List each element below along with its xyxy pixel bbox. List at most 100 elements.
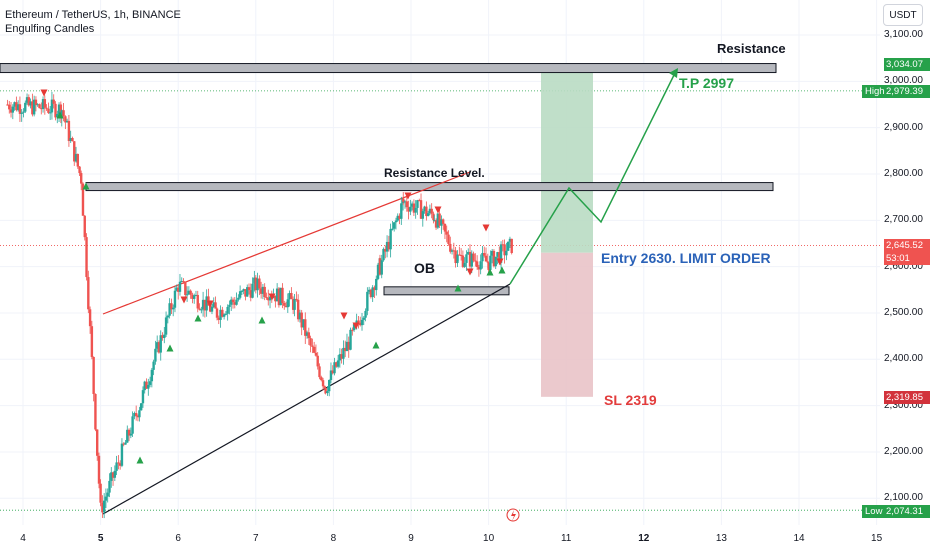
indicator-label[interactable]: Engulfing Candles <box>5 23 95 35</box>
candle-body <box>189 290 192 295</box>
candle-body <box>378 258 382 275</box>
candle-body <box>47 108 50 113</box>
candle-body <box>373 287 376 291</box>
candle-body <box>486 261 489 263</box>
price-tick-label: 2,100.00 <box>884 492 923 504</box>
bearish-engulf-marker <box>482 224 490 232</box>
time-tick-label: 7 <box>253 533 259 544</box>
candle-body <box>402 198 405 202</box>
candle-body <box>200 309 203 311</box>
candle-body <box>418 200 421 202</box>
candle-body <box>501 244 505 246</box>
candle-body <box>251 283 254 298</box>
candle-body <box>120 443 124 466</box>
projection-path <box>506 68 678 522</box>
engulfing-markers <box>40 89 506 464</box>
candle-body <box>106 492 109 497</box>
candle-body <box>367 289 371 292</box>
candle-body <box>170 303 173 310</box>
price-tick-label: 2,800.00 <box>884 167 923 179</box>
candle-body <box>178 281 182 292</box>
candle-body <box>145 381 148 389</box>
candle-body <box>139 403 143 411</box>
candle-body <box>62 110 65 117</box>
candle-body <box>126 429 129 443</box>
time-tick-label: 12 <box>638 533 650 544</box>
candle-body <box>60 110 63 119</box>
candle-body <box>90 326 94 357</box>
price-tick-label: 2,500.00 <box>884 306 923 318</box>
candle-body <box>217 317 220 320</box>
candle-body <box>432 213 435 221</box>
candle-body <box>231 299 235 303</box>
candle-body <box>168 303 171 316</box>
candle-body <box>312 346 316 353</box>
projection-line <box>509 70 677 285</box>
bearish-engulf-marker <box>434 206 442 214</box>
bullish-engulf-marker <box>486 268 494 276</box>
candle-body <box>38 104 41 109</box>
candle-body <box>96 429 99 456</box>
candle-body <box>138 410 141 418</box>
candle-body <box>329 370 333 381</box>
candle-body <box>22 111 25 113</box>
candle-body <box>155 342 159 349</box>
price-tick-label: 2,900.00 <box>884 121 923 133</box>
candle-body <box>338 354 342 361</box>
candle-body <box>290 292 293 300</box>
candle-body <box>71 138 74 142</box>
candle-body <box>436 213 440 228</box>
candle-body <box>384 248 387 252</box>
candle-body <box>489 255 492 270</box>
candle-body <box>291 299 295 310</box>
candle-body <box>74 153 78 162</box>
candle-body <box>483 253 486 256</box>
time-tick-label: 6 <box>175 533 181 544</box>
candle-body <box>440 219 443 226</box>
candle-body <box>193 295 196 299</box>
candle-body <box>503 244 506 256</box>
time-tick-label: 9 <box>408 533 414 544</box>
candle-body <box>274 295 277 302</box>
candle-body <box>101 502 104 513</box>
candle-body <box>494 256 497 267</box>
bearish-engulf-marker <box>404 192 412 200</box>
candle-body <box>428 208 432 214</box>
candles <box>6 91 513 519</box>
bearish-engulf-marker <box>340 312 348 320</box>
candle-body <box>490 250 494 256</box>
candle-body <box>201 299 205 310</box>
candle-body <box>268 296 272 301</box>
candle-body <box>277 288 281 306</box>
candle-body <box>177 287 180 292</box>
candle-body <box>447 234 450 244</box>
candle-body <box>416 200 419 208</box>
candle-body <box>254 277 257 291</box>
candle-body <box>25 97 29 103</box>
loss-zone <box>541 252 593 397</box>
candle-body <box>324 387 327 394</box>
candle-body <box>224 313 228 315</box>
profit-zone <box>541 65 593 253</box>
candle-body <box>505 250 508 256</box>
candle-body <box>147 384 150 389</box>
resistance-box <box>0 63 777 74</box>
candle-body <box>15 102 18 111</box>
candle-body <box>281 287 284 303</box>
candle-body <box>92 356 95 394</box>
candle-body <box>108 480 111 493</box>
entry-annotation: Entry 2630. LIMIT ORDER <box>601 250 771 266</box>
candle-body <box>364 310 367 318</box>
candle-body <box>154 348 157 362</box>
time-tick-label: 10 <box>483 533 495 544</box>
countdown-badge: 53:01 <box>884 252 930 265</box>
candle-body <box>434 220 438 228</box>
candle-body <box>326 391 329 394</box>
candle-body <box>345 341 349 352</box>
candle-body <box>233 302 236 305</box>
chart-title: Ethereum / TetherUS, 1h, BINANCE <box>5 9 181 21</box>
candle-body <box>371 287 374 298</box>
currency-button[interactable]: USDT <box>883 4 923 26</box>
candle-body <box>396 215 399 221</box>
